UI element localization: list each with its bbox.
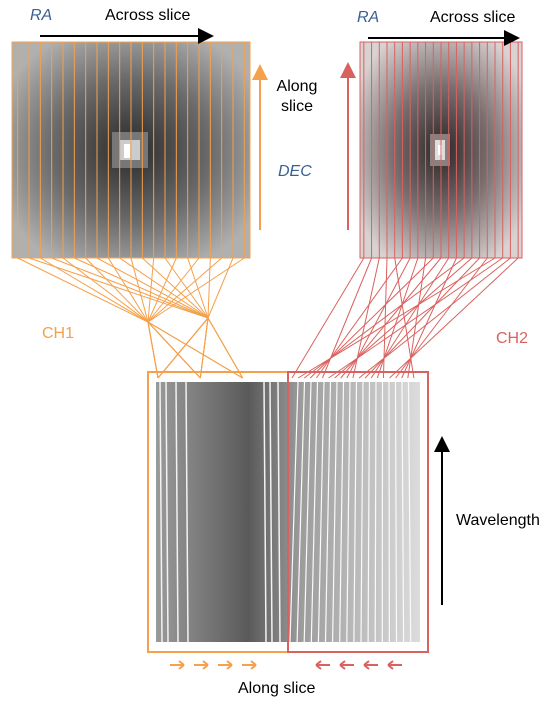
diagram: RA Across slice Along slice DEC RA Acros… — [0, 0, 553, 702]
fan-line — [40, 258, 148, 322]
across-label: Across slice — [430, 9, 515, 27]
fan-line — [148, 322, 243, 378]
fan-line — [359, 258, 510, 378]
fan-line — [148, 322, 200, 378]
dec-label: DEC — [278, 163, 312, 181]
fan-line — [390, 258, 519, 378]
ra-label: RA — [357, 9, 379, 27]
fan-line — [329, 258, 503, 378]
detector-slice — [375, 382, 376, 642]
fan-line — [200, 318, 208, 378]
fan-line — [148, 258, 154, 322]
fan-line — [158, 318, 208, 378]
wavelength-label: Wavelength — [456, 512, 540, 530]
across-label: Across slice — [105, 7, 190, 25]
fan-line — [208, 258, 210, 318]
along-label: Along slice — [268, 77, 326, 117]
ra-label: RA — [30, 7, 52, 25]
ch1-label: CH1 — [42, 325, 74, 343]
fan-line — [208, 318, 243, 378]
along-label: Along slice — [238, 680, 315, 698]
ch2-label: CH2 — [496, 330, 528, 348]
